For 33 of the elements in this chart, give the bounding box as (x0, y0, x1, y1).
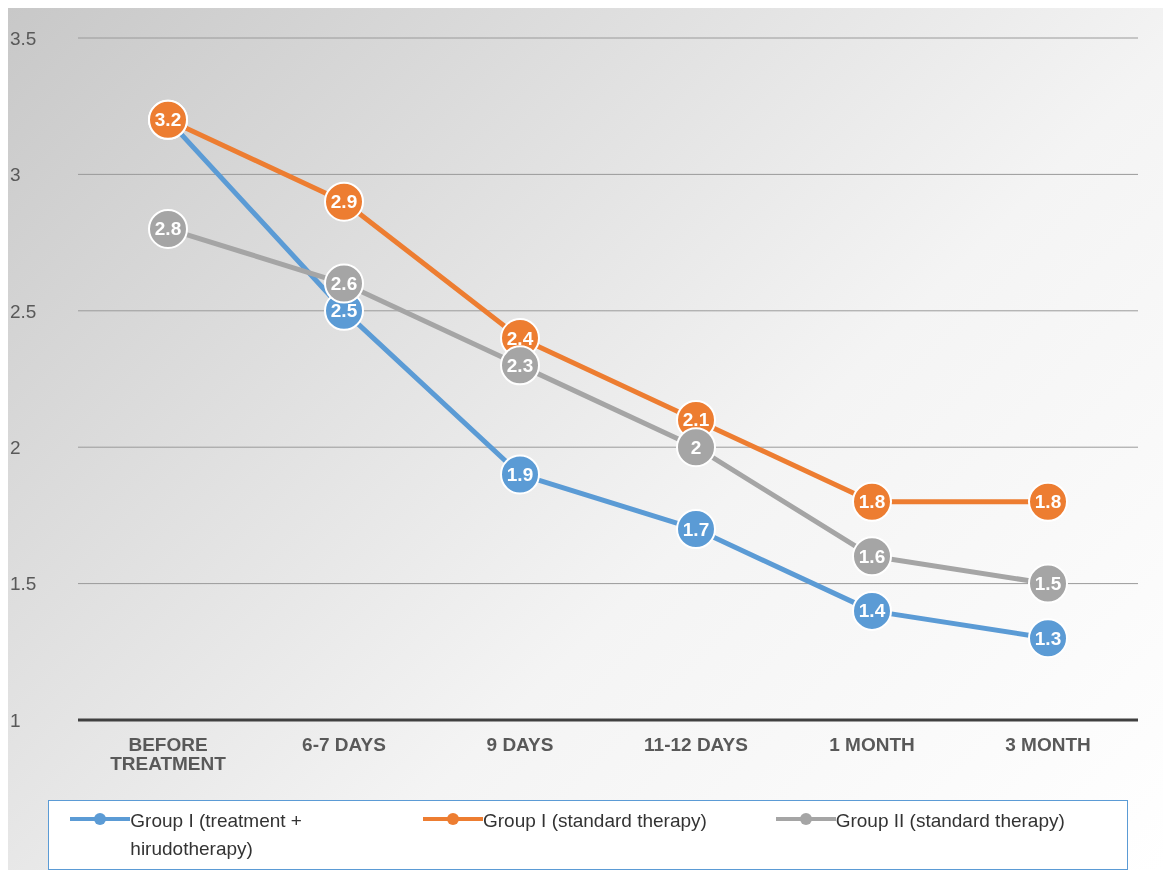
data-label: 1.9 (506, 463, 534, 485)
x-tick-label: 3 MONTH (1005, 734, 1091, 756)
y-tick-label: 1.5 (10, 573, 37, 595)
data-label: 1.8 (858, 491, 886, 513)
data-label: 2.4 (506, 327, 534, 349)
x-tick-label: 6-7 DAYS (302, 734, 386, 756)
data-label: 1.5 (1034, 573, 1062, 595)
data-label: 2 (690, 436, 702, 458)
y-tick-label: 1 (10, 709, 21, 731)
legend-label: Group I (treatment + hirudotherapy) (130, 809, 303, 861)
data-label: 1.7 (682, 518, 710, 540)
y-tick-label: 2.5 (10, 300, 37, 322)
data-label: 2.5 (330, 300, 358, 322)
y-tick-label: 3 (10, 164, 21, 186)
data-label: 2.1 (682, 409, 710, 431)
data-label: 2.6 (330, 273, 358, 295)
data-label: 2.9 (330, 191, 358, 213)
data-label: 1.3 (1034, 627, 1062, 649)
data-label: 1.6 (858, 545, 886, 567)
data-label: 2.3 (506, 354, 534, 376)
x-tick-label: BEFORE TREATMENT (110, 734, 227, 775)
data-label: 2.8 (154, 218, 182, 240)
x-tick-label: 9 DAYS (486, 734, 554, 756)
x-tick-label: 1 MONTH (829, 734, 915, 756)
point (676, 427, 716, 468)
y-tick-label: 2 (10, 436, 21, 458)
data-label: 1.4 (858, 600, 886, 622)
legend-label: Group II (standard therapy) (835, 809, 1066, 833)
x-tick-label: 11-12 DAYS (644, 734, 748, 756)
data-label: 3.2 (154, 109, 182, 131)
data-label: 1.8 (1034, 491, 1062, 513)
legend-label: Group I (standard therapy) (482, 809, 708, 833)
y-tick-label: 3.5 (10, 27, 37, 49)
